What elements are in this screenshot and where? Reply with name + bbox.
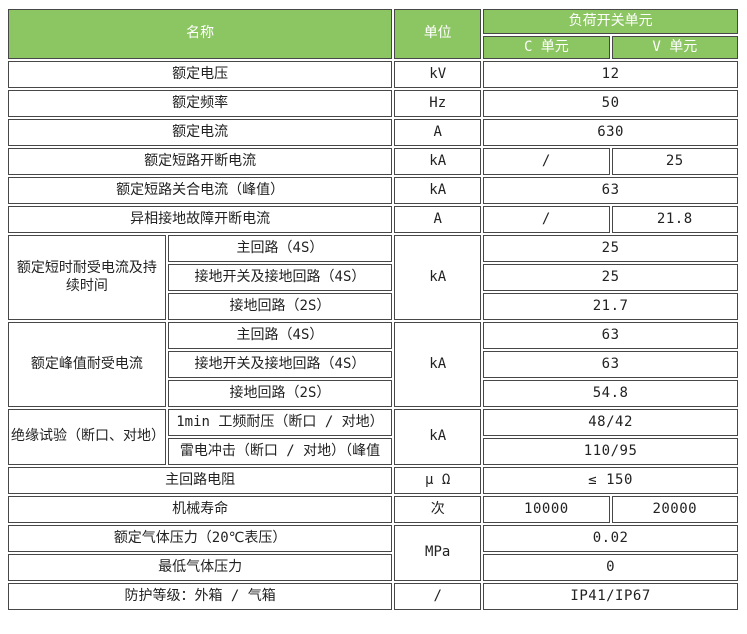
row-unit-cell: 次 bbox=[394, 496, 482, 523]
table-row: 机械寿命 次 10000 20000 bbox=[8, 496, 738, 523]
header-name: 名称 bbox=[8, 9, 393, 59]
row-category-cell: 绝缘试验（断口、对地） bbox=[8, 409, 166, 465]
header-col-v: V 单元 bbox=[611, 36, 738, 59]
row-value-cell: IP41/IP67 bbox=[483, 583, 738, 610]
row-value-v-cell: 21.8 bbox=[611, 206, 738, 233]
row-label-cell: 额定频率 bbox=[8, 90, 393, 117]
table-row: 主回路电阻 μ Ω ≤ 150 bbox=[8, 467, 738, 494]
row-subitem-cell: 接地回路（2S） bbox=[167, 293, 393, 320]
row-unit-cell: Hz bbox=[394, 90, 482, 117]
row-value-cell: 63 bbox=[483, 322, 738, 349]
table-row: 接地开关及接地回路（4S） 63 bbox=[8, 351, 738, 378]
row-subitem-cell: 1min 工频耐压（断口 / 对地） bbox=[167, 409, 393, 436]
row-value-cell: 63 bbox=[483, 177, 738, 204]
row-value-cell: 630 bbox=[483, 119, 738, 146]
row-value-cell: 0.02 bbox=[483, 525, 738, 552]
row-value-v-cell: 25 bbox=[611, 148, 738, 175]
row-value-cell: 21.7 bbox=[483, 293, 738, 320]
table-row: 额定频率 Hz 50 bbox=[8, 90, 738, 117]
row-value-cell: 25 bbox=[483, 264, 738, 291]
row-label-cell: 主回路电阻 bbox=[8, 467, 393, 494]
row-value-v-cell: 20000 bbox=[611, 496, 738, 523]
header-group: 负荷开关单元 bbox=[483, 9, 738, 34]
table-row: 绝缘试验（断口、对地） 1min 工频耐压（断口 / 对地） kA 48/42 bbox=[8, 409, 738, 465]
row-label-cell: 额定电流 bbox=[8, 119, 393, 146]
row-value-cell: 48/42 bbox=[483, 409, 738, 436]
table-row: 额定短路关合电流（峰值） kA 63 bbox=[8, 177, 738, 204]
row-unit-cell: μ Ω bbox=[394, 467, 482, 494]
row-label-cell: 异相接地故障开断电流 bbox=[8, 206, 393, 233]
row-label-cell: 机械寿命 bbox=[8, 496, 393, 523]
table-row: 额定气体压力（20℃表压） MPa 0.02 bbox=[8, 525, 738, 581]
table-row: 防护等级：外箱 / 气箱 / IP41/IP67 bbox=[8, 583, 738, 610]
table-row: 额定短路开断电流 kA / 25 bbox=[8, 148, 738, 175]
row-subitem-cell: 雷电冲击（断口 / 对地）（峰值 bbox=[167, 438, 393, 465]
header-row-1: 名称 单位 负荷开关单元 bbox=[8, 9, 738, 59]
row-subitem-cell: 主回路（4S） bbox=[167, 235, 393, 262]
table-row: 雷电冲击（断口 / 对地）（峰值 110/95 bbox=[8, 438, 738, 465]
table-row: 接地回路（2S） 21.7 bbox=[8, 293, 738, 320]
row-value-cell: 25 bbox=[483, 235, 738, 262]
table-row: 额定电流 A 630 bbox=[8, 119, 738, 146]
table-row: 额定短时耐受电流及持续时间 主回路（4S） kA 25 bbox=[8, 235, 738, 320]
row-unit-cell: / bbox=[394, 583, 482, 610]
row-subitem-cell: 接地开关及接地回路（4S） bbox=[167, 264, 393, 291]
row-value-c-cell: / bbox=[483, 206, 610, 233]
row-label-cell: 额定电压 bbox=[8, 61, 393, 88]
row-unit-cell: A bbox=[394, 206, 482, 233]
row-value-c-cell: / bbox=[483, 148, 610, 175]
row-value-cell: ≤ 150 bbox=[483, 467, 738, 494]
table-row: 额定电压 kV 12 bbox=[8, 61, 738, 88]
row-value-cell: 50 bbox=[483, 90, 738, 117]
row-subitem-cell: 主回路（4S） bbox=[167, 322, 393, 349]
row-value-cell: 54.8 bbox=[483, 380, 738, 407]
table-row: 接地回路（2S） 54.8 bbox=[8, 380, 738, 407]
spec-table: 名称 单位 负荷开关单元 C 单元 V 单元 额定电压 kV 12 额定频率 H… bbox=[6, 7, 740, 612]
row-unit-cell: kA bbox=[394, 322, 482, 407]
row-label-cell: 额定短路开断电流 bbox=[8, 148, 393, 175]
table-row: 额定峰值耐受电流 主回路（4S） kA 63 bbox=[8, 322, 738, 407]
row-unit-cell: kA bbox=[394, 235, 482, 320]
row-category-cell: 额定峰值耐受电流 bbox=[8, 322, 166, 407]
row-subitem-cell: 接地回路（2S） bbox=[167, 380, 393, 407]
row-unit-cell: MPa bbox=[394, 525, 482, 581]
row-value-cell: 12 bbox=[483, 61, 738, 88]
header-unit: 单位 bbox=[394, 9, 482, 59]
row-label-cell: 额定短路关合电流（峰值） bbox=[8, 177, 393, 204]
row-value-cell: 0 bbox=[483, 554, 738, 581]
row-unit-cell: kA bbox=[394, 148, 482, 175]
header-col-c: C 单元 bbox=[483, 36, 610, 59]
row-label-cell: 防护等级：外箱 / 气箱 bbox=[8, 583, 393, 610]
table-row: 接地开关及接地回路（4S） 25 bbox=[8, 264, 738, 291]
row-value-cell: 63 bbox=[483, 351, 738, 378]
row-value-c-cell: 10000 bbox=[483, 496, 610, 523]
row-unit-cell: A bbox=[394, 119, 482, 146]
row-label-cell: 最低气体压力 bbox=[8, 554, 393, 581]
row-value-cell: 110/95 bbox=[483, 438, 738, 465]
row-unit-cell: kA bbox=[394, 409, 482, 465]
row-label-cell: 额定气体压力（20℃表压） bbox=[8, 525, 393, 552]
row-unit-cell: kA bbox=[394, 177, 482, 204]
header-row-2: C 单元 V 单元 bbox=[8, 36, 738, 59]
row-category-cell: 额定短时耐受电流及持续时间 bbox=[8, 235, 166, 320]
table-row: 最低气体压力 0 bbox=[8, 554, 738, 581]
table-row: 异相接地故障开断电流 A / 21.8 bbox=[8, 206, 738, 233]
row-subitem-cell: 接地开关及接地回路（4S） bbox=[167, 351, 393, 378]
row-unit-cell: kV bbox=[394, 61, 482, 88]
